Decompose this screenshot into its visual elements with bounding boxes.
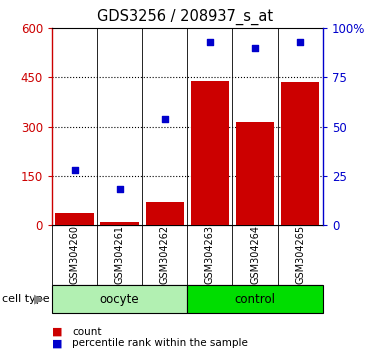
Bar <box>281 82 319 225</box>
Text: GSM304261: GSM304261 <box>115 225 125 284</box>
Text: cell type: cell type <box>2 294 49 304</box>
Bar <box>187 285 323 313</box>
Bar <box>236 122 274 225</box>
Bar <box>101 222 139 225</box>
Text: GDS3256 / 208937_s_at: GDS3256 / 208937_s_at <box>98 9 273 25</box>
Bar <box>55 213 94 225</box>
Text: GSM304263: GSM304263 <box>205 225 215 284</box>
Text: ■: ■ <box>52 327 62 337</box>
Text: GSM304265: GSM304265 <box>295 225 305 285</box>
Point <box>207 39 213 45</box>
Point <box>162 116 168 121</box>
Text: control: control <box>234 293 276 306</box>
Text: ▶: ▶ <box>34 293 44 306</box>
Text: count: count <box>72 327 102 337</box>
Bar <box>145 202 184 225</box>
Bar <box>191 81 229 225</box>
Point <box>252 45 258 51</box>
Bar <box>52 285 187 313</box>
Text: GSM304264: GSM304264 <box>250 225 260 284</box>
Text: GSM304262: GSM304262 <box>160 225 170 285</box>
Point <box>297 39 303 45</box>
Text: percentile rank within the sample: percentile rank within the sample <box>72 338 248 348</box>
Point <box>72 167 78 173</box>
Text: ■: ■ <box>52 338 62 348</box>
Point <box>117 187 123 192</box>
Text: oocyte: oocyte <box>100 293 139 306</box>
Text: GSM304260: GSM304260 <box>69 225 79 284</box>
